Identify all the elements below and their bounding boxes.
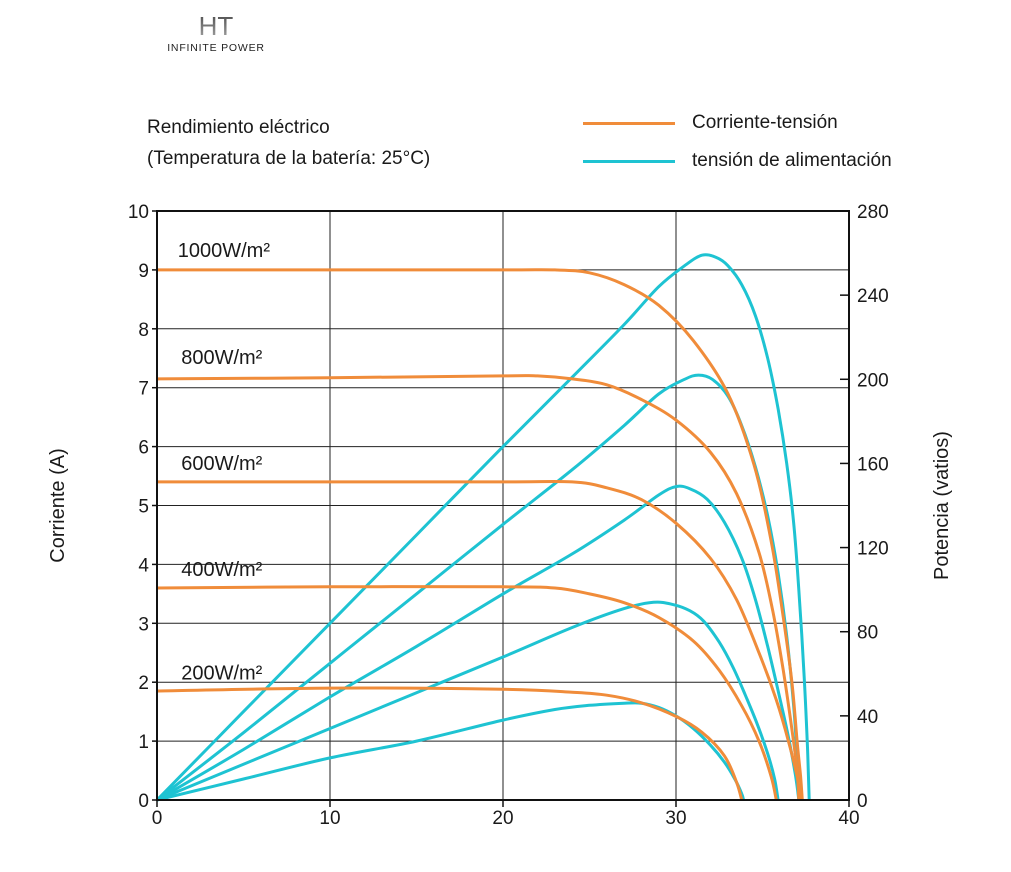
y2-tick-label: 200: [857, 370, 889, 391]
irradiance-label: 200W/m²: [181, 662, 262, 684]
y-tick-label: 5: [138, 497, 149, 518]
y-tick-label: 4: [138, 555, 149, 576]
y2-tick-label: 160: [857, 454, 889, 475]
x-tick-label: 20: [492, 808, 513, 829]
y2-tick-label: 120: [857, 539, 889, 560]
legend: Corriente-tensión tensión de alimentació…: [583, 104, 892, 180]
legend-item-power: tensión de alimentación: [583, 142, 892, 180]
legend-label-current: Corriente-tensión: [692, 112, 838, 133]
y2-tick-label: 0: [857, 791, 868, 812]
current-series-line: [156, 585, 778, 801]
current-series-line: [157, 480, 803, 801]
legend-swatch-current: [583, 121, 675, 125]
x-tick-label: 0: [152, 808, 163, 829]
legend-swatch-power: [583, 159, 675, 163]
power-series-line: [156, 701, 745, 802]
irradiance-label: 1000W/m²: [178, 240, 271, 262]
power-series-line: [156, 484, 801, 802]
brand-logo: HT INFINITE POWER: [150, 14, 282, 54]
y-tick-label: 10: [128, 202, 149, 223]
series-labels: 1000W/m² 800W/m² 600W/m² 400W/m² 200W/m²: [178, 240, 271, 684]
x-tick-label: 10: [319, 808, 340, 829]
x-tick-label: 30: [665, 808, 686, 829]
series-layer: [155, 253, 811, 802]
current-series-line: [157, 268, 804, 801]
y-tick-label: 8: [138, 320, 149, 341]
y-tick-label: 0: [138, 791, 149, 812]
y2-tick-label: 280: [857, 202, 889, 223]
irradiance-label: 800W/m²: [181, 347, 262, 369]
legend-item-current: Corriente-tensión: [583, 104, 892, 142]
brand-logo-text: HT: [199, 14, 234, 38]
y-tick-label: 7: [138, 379, 149, 400]
y-tick-label: 3: [138, 614, 149, 635]
chart-title: Rendimiento eléctrico: [147, 117, 330, 138]
y-tick-label: 2: [138, 673, 149, 694]
chart-subtitle: (Temperatura de la batería: 25°C): [147, 148, 431, 169]
y2-tick-label: 40: [857, 707, 878, 728]
irradiance-label: 600W/m²: [181, 453, 262, 475]
y-tick-label: 1: [138, 732, 149, 753]
current-series-line: [156, 686, 744, 801]
chart-title-block: Rendimiento eléctrico (Temperatura de la…: [147, 112, 430, 174]
ticks: 0 10 20 30 400123456789100408012016020024028…: [128, 202, 889, 829]
brand-logo-mark: HT: [199, 14, 234, 38]
irradiance-label: 400W/m²: [181, 559, 262, 581]
y2-axis-label: Potencia (vatios): [931, 431, 953, 580]
power-series-line: [156, 600, 780, 802]
brand-tagline: INFINITE POWER: [167, 42, 265, 54]
x-tick-label: 40: [838, 808, 859, 829]
y2-tick-label: 240: [857, 286, 889, 307]
power-series-line: [155, 253, 811, 802]
legend-label-power: tensión de alimentación: [692, 150, 892, 171]
y-tick-label: 6: [138, 438, 149, 459]
y2-tick-label: 80: [857, 623, 878, 644]
y-tick-label: 9: [138, 261, 149, 282]
y-axis-label: Corriente (A): [47, 448, 69, 562]
current-series-line: [156, 374, 801, 801]
